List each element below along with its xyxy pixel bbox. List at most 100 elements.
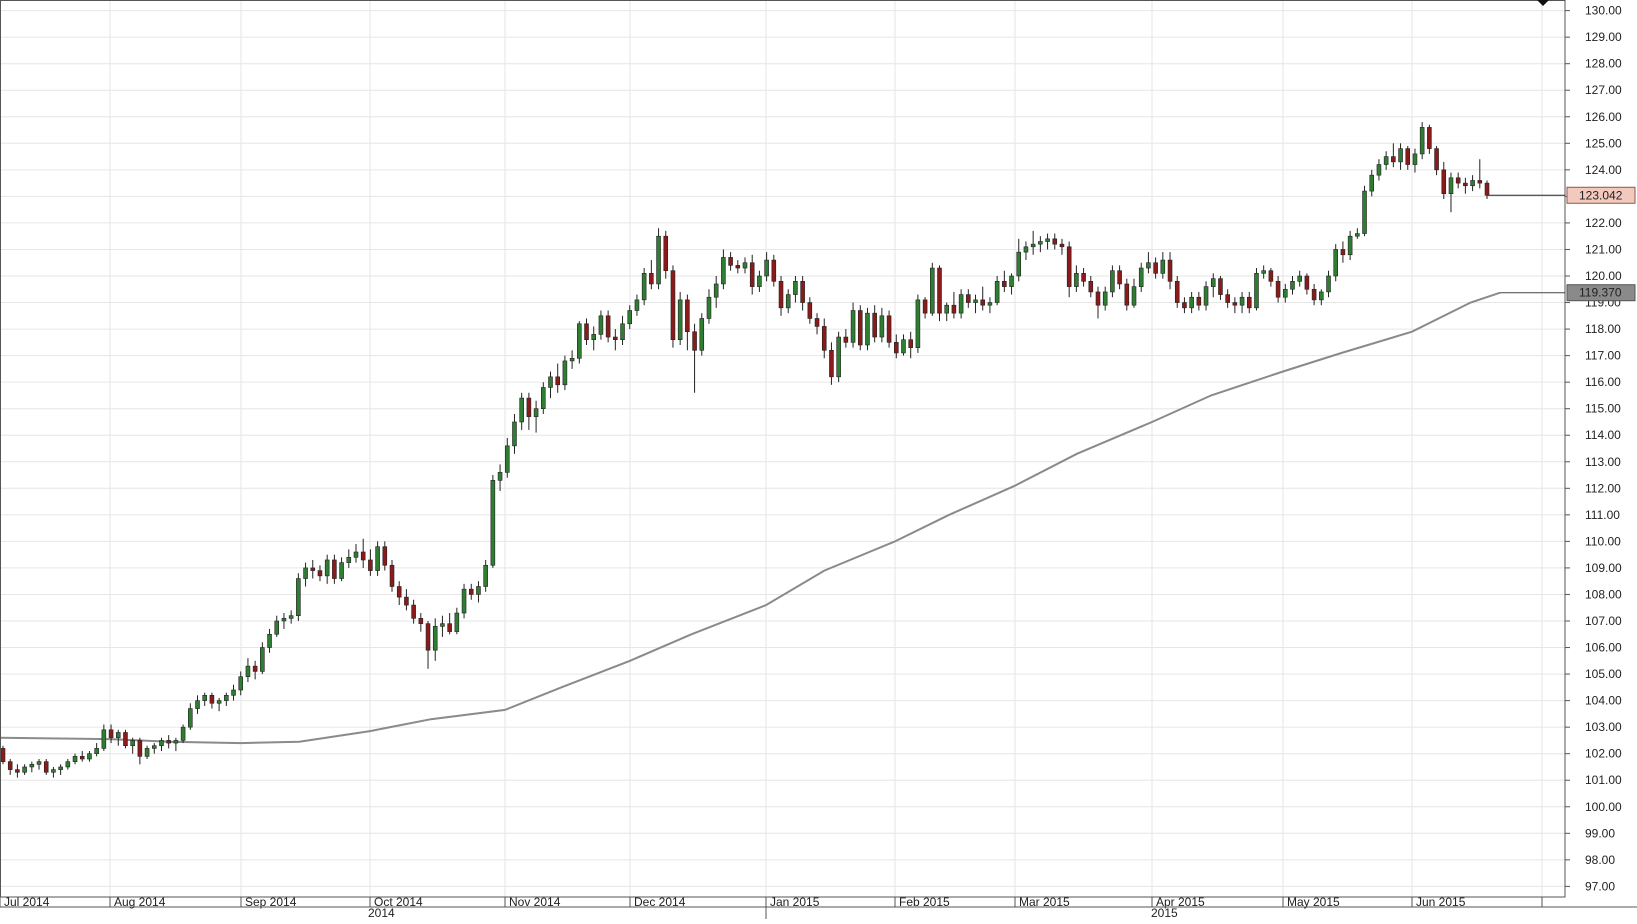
- candle-up: [101, 729, 107, 749]
- candle-down: [1081, 273, 1086, 282]
- candle-up: [865, 312, 870, 346]
- y-tick-label: 118.00: [1585, 322, 1621, 336]
- y-tick-label: 106.00: [1585, 641, 1622, 655]
- candle-down: [411, 604, 416, 619]
- candle-down: [1455, 177, 1461, 184]
- candle-up: [22, 766, 27, 773]
- candle-down: [1052, 238, 1058, 245]
- candle-up: [1448, 177, 1454, 195]
- candle-up: [1102, 291, 1108, 306]
- candle-up: [231, 689, 236, 696]
- candle-up: [591, 334, 596, 340]
- candle-down: [584, 323, 589, 340]
- candle-up: [65, 761, 71, 768]
- candle-up: [577, 323, 582, 359]
- candle-down: [807, 302, 813, 319]
- candle-up: [115, 732, 121, 739]
- candle-down: [857, 310, 863, 346]
- candle-down: [1427, 127, 1432, 149]
- candle-down: [670, 270, 676, 340]
- candle-up: [742, 262, 748, 269]
- candle-down: [332, 559, 337, 579]
- candle-up: [598, 315, 604, 335]
- y-tick-label: 99.00: [1585, 826, 1615, 840]
- candle-down: [951, 304, 957, 314]
- candle-down: [252, 665, 258, 672]
- candle-down: [1232, 302, 1238, 306]
- candle-up: [1254, 273, 1259, 309]
- candle-up: [1283, 288, 1288, 298]
- scroll-marker-icon: [1537, 0, 1549, 6]
- candle-up: [195, 700, 200, 709]
- candle-up: [51, 769, 56, 773]
- candle-up: [1355, 233, 1360, 237]
- x-tick-label: Sep 2014: [245, 895, 297, 909]
- candle-up: [793, 281, 798, 295]
- y-tick-label: 122.00: [1585, 216, 1622, 230]
- candles-layer: [0, 122, 1490, 778]
- candle-up: [634, 299, 640, 311]
- y-tick-label: 97.00: [1585, 879, 1615, 893]
- candle-down: [1441, 169, 1447, 195]
- candle-up: [216, 700, 222, 704]
- candle-up: [958, 294, 964, 314]
- candle-down: [1275, 281, 1281, 298]
- candle-down: [966, 294, 971, 303]
- candle-up: [1074, 273, 1079, 287]
- candle-up: [641, 273, 647, 301]
- y-tick-label: 107.00: [1585, 614, 1622, 628]
- candle-down: [843, 336, 849, 343]
- candle-up: [36, 761, 42, 765]
- candle-down: [1405, 148, 1411, 165]
- year-label: 2015: [1151, 906, 1178, 919]
- candle-up: [785, 294, 791, 309]
- price-markers: 123.042 119.370: [1487, 0, 1636, 302]
- x-tick-label: Jul 2014: [4, 895, 50, 909]
- x-tick-label: Aug 2014: [114, 895, 166, 909]
- candle-up: [1333, 249, 1338, 277]
- candle-down: [1246, 296, 1252, 309]
- candle-down: [749, 262, 755, 287]
- candle-up: [512, 421, 517, 447]
- candle-up: [1326, 275, 1331, 293]
- candle-down: [404, 596, 409, 606]
- candle-up: [1419, 127, 1425, 155]
- candle-up: [497, 472, 503, 481]
- x-tick-label: Jan 2015: [770, 895, 820, 909]
- candle-down: [368, 559, 373, 571]
- candle-down: [1117, 270, 1122, 285]
- candle-up: [677, 299, 683, 340]
- candle-up: [850, 310, 856, 343]
- y-tick-label: 117.00: [1585, 349, 1621, 363]
- y-tick-label: 115.00: [1585, 402, 1621, 416]
- candle-up: [1369, 174, 1375, 192]
- candle-up: [1290, 281, 1295, 290]
- candle-down: [0, 748, 6, 762]
- candle-down: [425, 623, 431, 651]
- candle-down: [814, 318, 820, 327]
- candle-up: [245, 665, 251, 678]
- candle-up: [944, 304, 949, 314]
- candle-up: [533, 408, 539, 417]
- candle-down: [1218, 278, 1223, 295]
- candle-down: [908, 339, 913, 348]
- candle-up: [1016, 251, 1022, 277]
- y-tick-label: 124.00: [1585, 163, 1622, 177]
- candle-up: [764, 259, 769, 277]
- candle-up: [188, 708, 193, 728]
- y-tick-label: 126.00: [1585, 110, 1622, 124]
- candle-up: [1470, 180, 1475, 187]
- candle-down: [605, 315, 611, 338]
- candle-up: [159, 740, 164, 747]
- x-tick-label: Mar 2015: [1019, 895, 1070, 909]
- candle-up: [202, 695, 207, 701]
- last-price-box: [1566, 186, 1636, 204]
- candle-up: [288, 615, 294, 619]
- gridlines: [0, 0, 1565, 897]
- plot-frame: [0, 0, 1566, 898]
- candle-down: [1095, 291, 1101, 306]
- candle-down: [1391, 156, 1396, 163]
- candle-up: [476, 586, 481, 595]
- candle-up: [1023, 246, 1029, 253]
